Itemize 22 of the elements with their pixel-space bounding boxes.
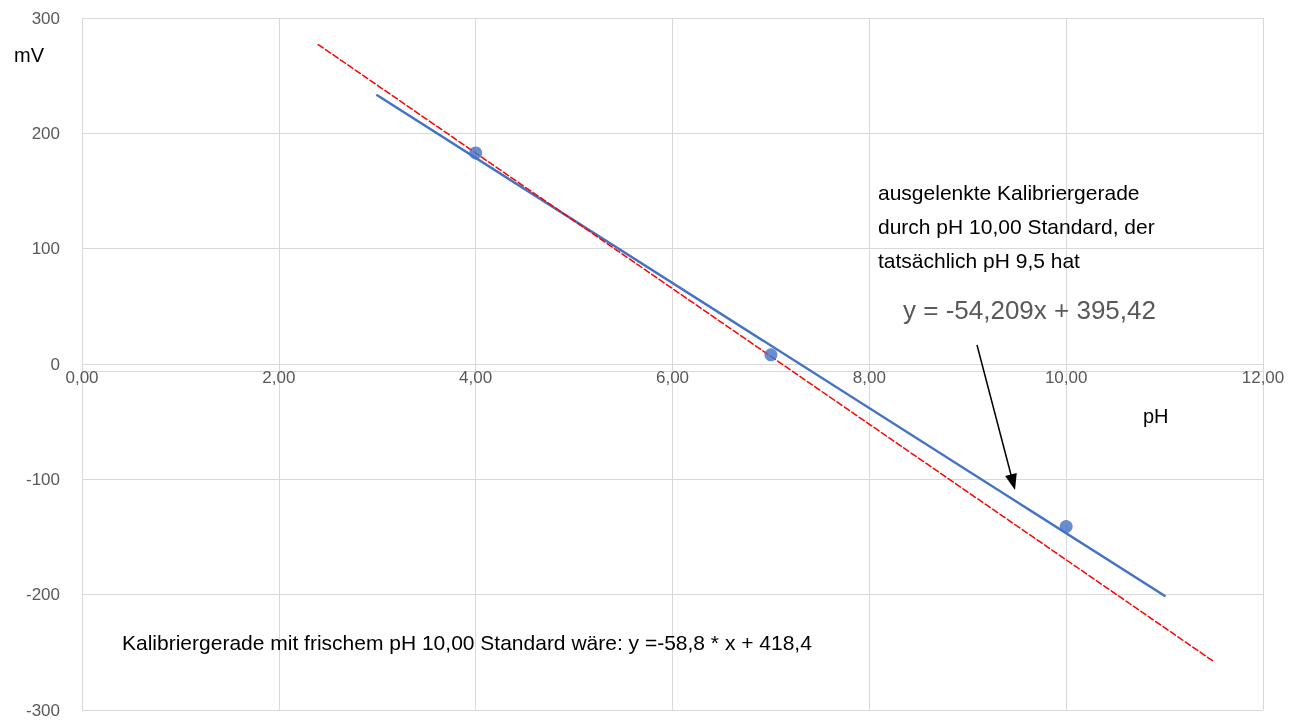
y-tick-label: -300 (25, 700, 60, 720)
y-tick-label: 0 (50, 354, 60, 374)
x-tick-label: 6,00 (655, 367, 690, 387)
x-tick-label: 4,00 (459, 367, 493, 387)
y-tick-label: -200 (25, 585, 60, 605)
point (1059, 520, 1073, 534)
x-tick-label: 12,00 (1241, 367, 1285, 387)
x-tick-label: 0,00 (65, 367, 99, 387)
annotation: y = -54,209x + 395,42 (903, 295, 1156, 325)
annotation: Kalibriergerade mit frischem pH 10,00 Standard wäre: y =-58,8 * x + 418,4 (122, 630, 813, 654)
point (764, 348, 778, 362)
y-tick-label: 100 (31, 239, 60, 259)
y-tick-label: 300 (31, 8, 60, 28)
y-tick-label: -100 (25, 469, 60, 489)
x-tick-label: 2,00 (262, 367, 296, 387)
annotation: ausgelenkte Kalibriergerade durch pH 10,00 Standard, der tatsächlich pH 9,5 hat (878, 180, 1155, 272)
point (469, 146, 483, 160)
y-tick-label: 200 (31, 123, 60, 143)
x-axis-title: pH (1143, 405, 1169, 427)
x-tick-label: 10,00 (1044, 367, 1088, 387)
y-axis-title: mV (14, 44, 45, 66)
x-tick-label: 8,00 (852, 367, 886, 387)
